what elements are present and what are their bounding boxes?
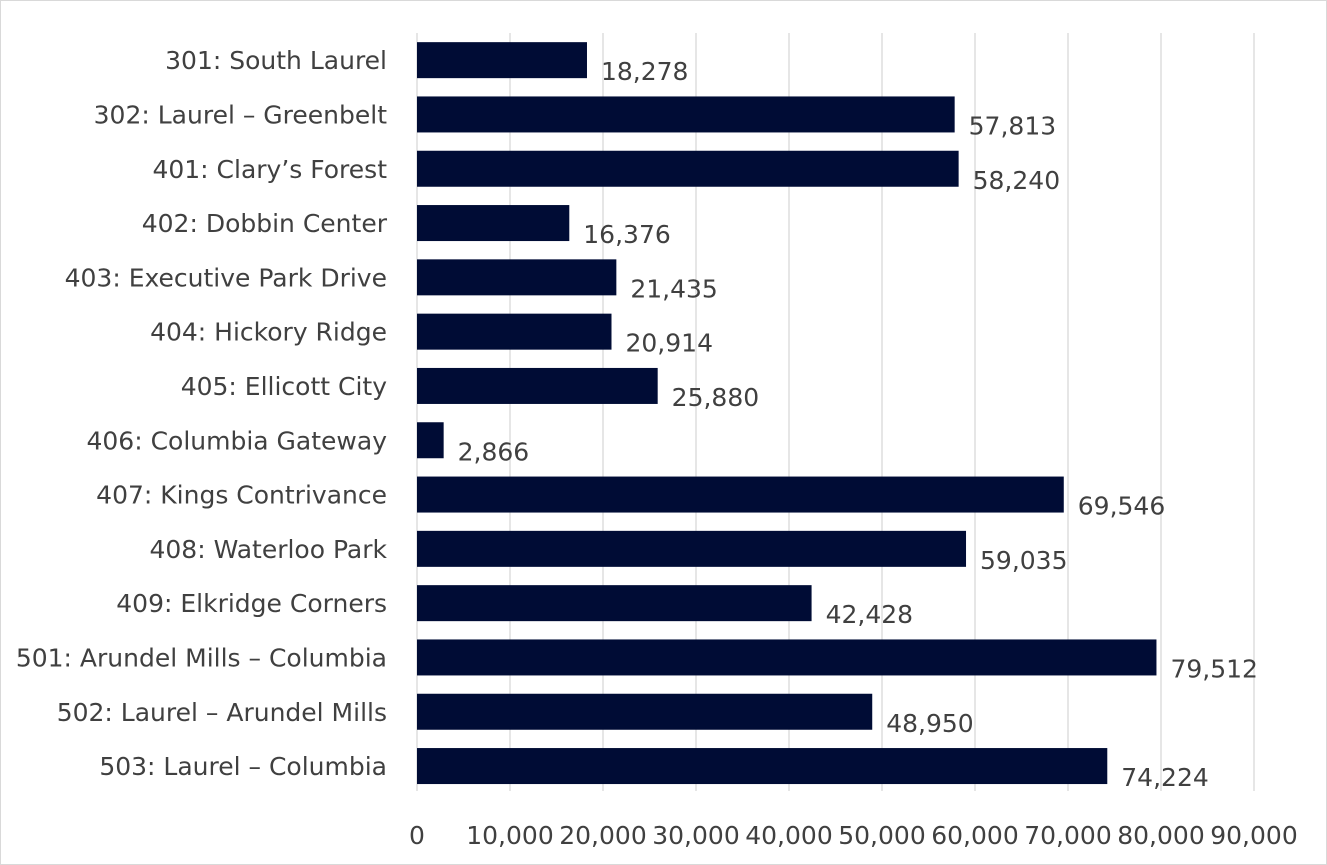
- bar: [417, 42, 587, 79]
- x-tick-label: 30,000: [652, 821, 739, 850]
- category-label: 406: Columbia Gateway: [86, 426, 387, 455]
- category-label: 407: Kings Contrivance: [96, 481, 387, 510]
- data-label: 69,546: [1078, 492, 1165, 521]
- bar: [417, 150, 959, 187]
- data-label: 57,813: [969, 111, 1056, 140]
- data-label: 25,880: [672, 383, 759, 412]
- category-label: 503: Laurel – Columbia: [99, 752, 387, 781]
- bar: [417, 693, 873, 730]
- data-label: 2,866: [458, 437, 530, 466]
- bar: [417, 530, 967, 567]
- x-tick-label: 60,000: [931, 821, 1018, 850]
- category-label: 501: Arundel Mills – Columbia: [16, 643, 387, 672]
- x-tick-label: 70,000: [1024, 821, 1111, 850]
- bar: [417, 422, 444, 459]
- bar: [417, 585, 812, 622]
- bar: [417, 476, 1064, 513]
- data-label: 58,240: [973, 166, 1060, 195]
- bars: [417, 42, 1157, 785]
- bar: [417, 205, 570, 242]
- data-label: 16,376: [583, 220, 670, 249]
- x-tick-label: 90,000: [1210, 821, 1297, 850]
- data-label: 59,035: [980, 546, 1067, 575]
- bar: [417, 96, 955, 133]
- x-tick-label: 40,000: [745, 821, 832, 850]
- category-label: 502: Laurel – Arundel Mills: [57, 698, 387, 727]
- data-label: 74,224: [1121, 763, 1208, 792]
- data-label: 48,950: [886, 709, 973, 738]
- data-label: 18,278: [601, 57, 688, 86]
- data-label: 20,914: [626, 329, 713, 358]
- x-axis-tick-labels: 0 10,000 20,000 30,000 40,000 50,000 60,000 70,…: [409, 821, 1298, 850]
- bar: [417, 639, 1157, 676]
- x-tick-label: 80,000: [1117, 821, 1204, 850]
- x-tick-label: 0: [409, 821, 425, 850]
- bar: [417, 259, 617, 296]
- data-labels: 18,278 57,813 58,240 16,376 21,435 20,914 25,8…: [458, 57, 1258, 792]
- category-label: 404: Hickory Ridge: [150, 318, 387, 347]
- category-label: 401: Clary’s Forest: [152, 155, 387, 184]
- category-label: 408: Waterloo Park: [150, 535, 388, 564]
- bar: [417, 313, 612, 350]
- bar: [417, 748, 1108, 785]
- category-label: 403: Executive Park Drive: [65, 263, 387, 292]
- data-label: 21,435: [630, 274, 717, 303]
- category-label: 409: Elkridge Corners: [116, 589, 387, 618]
- x-tick-label: 10,000: [466, 821, 553, 850]
- category-label: 301: South Laurel: [165, 46, 387, 75]
- x-tick-label: 20,000: [559, 821, 646, 850]
- category-label: 402: Dobbin Center: [142, 209, 388, 238]
- category-labels: 301: South Laurel 302: Laurel – Greenbelt…: [16, 46, 388, 781]
- x-tick-label: 50,000: [838, 821, 925, 850]
- category-label: 405: Ellicott City: [181, 372, 388, 401]
- category-label: 302: Laurel – Greenbelt: [94, 100, 388, 129]
- data-label: 79,512: [1170, 654, 1257, 683]
- gridlines: [416, 33, 1255, 791]
- bar: [417, 367, 658, 404]
- data-label: 42,428: [826, 600, 913, 629]
